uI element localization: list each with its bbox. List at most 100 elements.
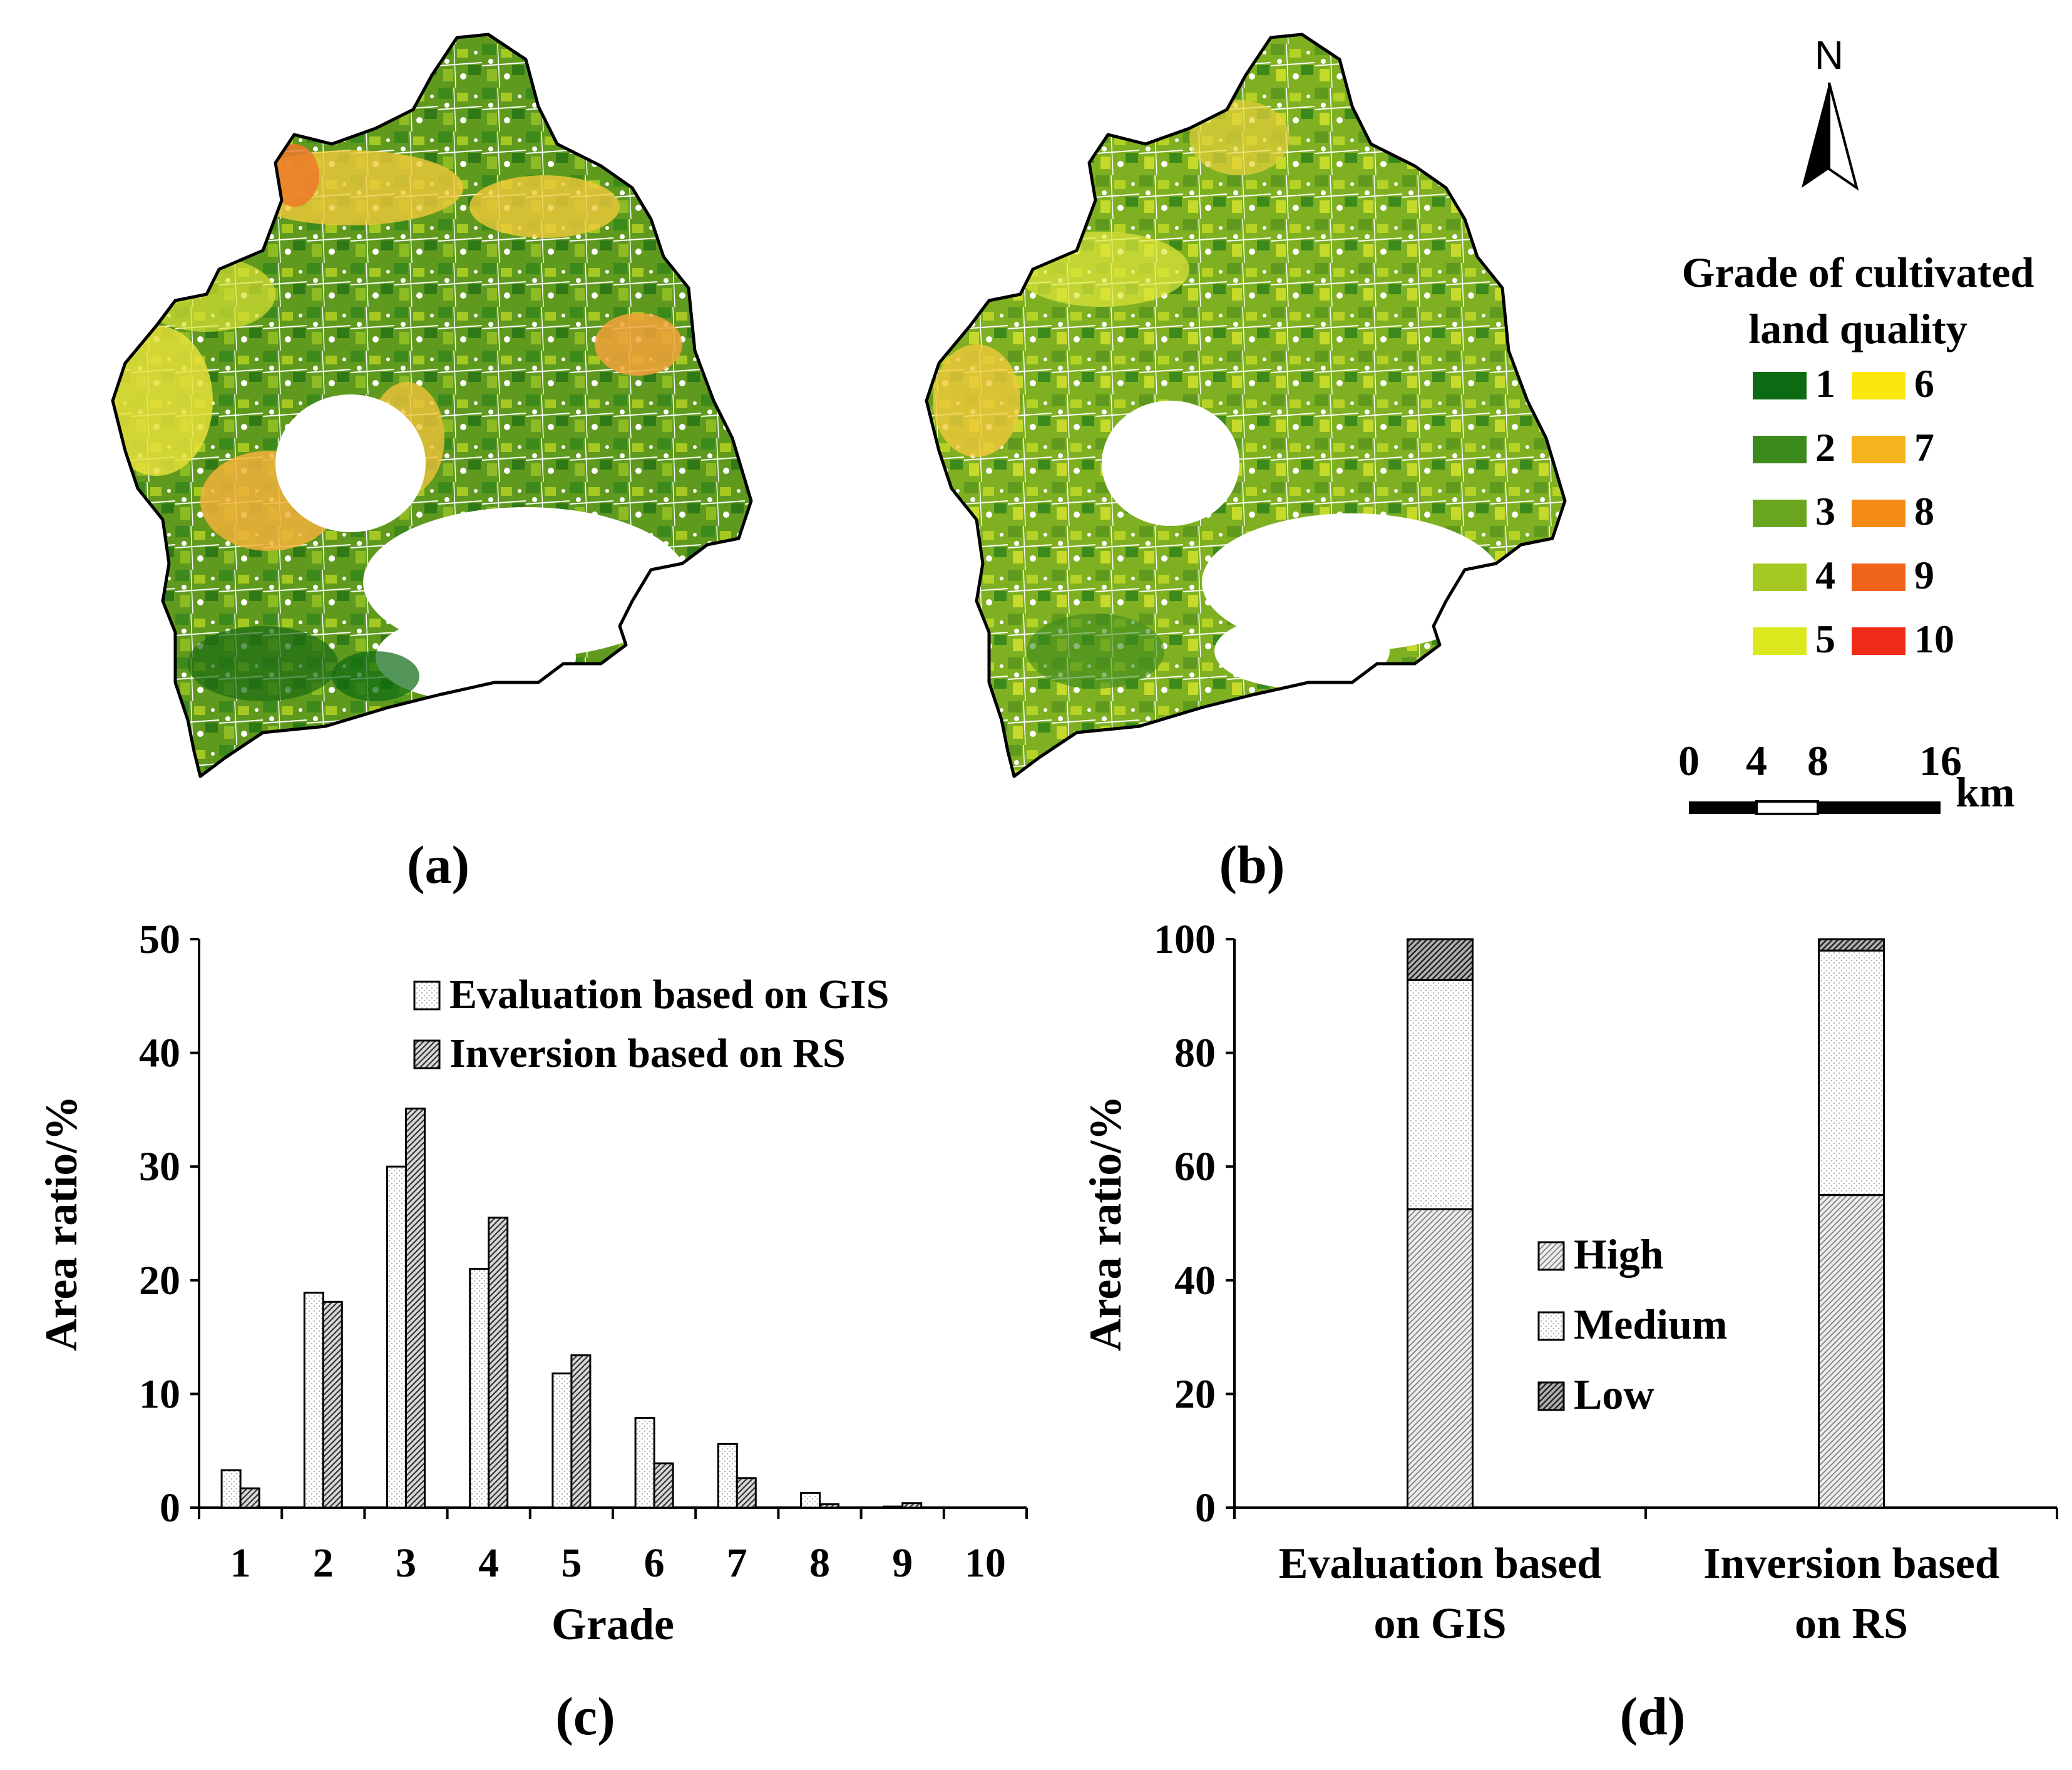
chart-c-xlabel: Grade xyxy=(551,1599,674,1649)
chart-c-bar-s1-3 xyxy=(405,1108,426,1509)
legend-label-5: 5 xyxy=(1815,617,1835,661)
chart-c-ytick-label: 40 xyxy=(139,1031,180,1076)
chart-c-ytick-label: 0 xyxy=(160,1485,180,1531)
legend-swatch-4 xyxy=(1753,563,1807,591)
panel-label-b: (b) xyxy=(1219,835,1285,895)
chart-d-bar-high-0 xyxy=(1407,1208,1474,1509)
scale-tick-8: 8 xyxy=(1807,737,1828,785)
chart-d-xtick-label: Evaluation based xyxy=(1279,1540,1601,1588)
legend-label-8: 8 xyxy=(1914,489,1934,533)
chart-c-xtick-label: 8 xyxy=(809,1540,830,1586)
chart-c: 0 10 20 30 40 50 1 2 3 4 5 6 7 8 9 10 Grade Area ratio/% E… xyxy=(36,917,1028,1649)
scale-tick-0: 0 xyxy=(1678,737,1700,785)
chart-c-bar-s0-3 xyxy=(386,1165,407,1509)
legend-label-1: 1 xyxy=(1815,361,1835,406)
legend-swatch-7 xyxy=(1852,436,1905,463)
chart-c-bar-s0-1 xyxy=(220,1469,242,1509)
chart-d-ytick-label: 20 xyxy=(1174,1371,1216,1417)
scale-tick-4: 4 xyxy=(1746,737,1767,785)
chart-c-xtick-label: 6 xyxy=(644,1540,665,1586)
north-label: N xyxy=(1815,33,1844,78)
map-a xyxy=(111,33,753,778)
map-b xyxy=(925,33,1567,778)
legend-swatch-8 xyxy=(1852,500,1905,527)
chart-c-xtick-label: 10 xyxy=(965,1540,1006,1586)
chart-c-legend-label-1: Inversion based on RS xyxy=(449,1031,846,1076)
chart-d-bar-medium-1 xyxy=(1818,949,1885,1196)
chart-c-bar-s1-7 xyxy=(736,1477,757,1509)
chart-c-bar-s0-9 xyxy=(883,1505,904,1509)
chart-c-xtick-label: 9 xyxy=(892,1540,913,1586)
chart-d-bar-medium-0 xyxy=(1407,979,1474,1210)
legend-swatch-9 xyxy=(1852,563,1905,591)
chart-c-ytick-label: 10 xyxy=(139,1371,180,1417)
legend-swatch-6 xyxy=(1852,372,1905,399)
legend-label-10: 10 xyxy=(1914,617,1954,661)
legend-swatch-10 xyxy=(1852,627,1905,655)
chart-d-legend-label-low: Low xyxy=(1574,1371,1654,1418)
chart-d-legend-swatch-medium xyxy=(1537,1311,1565,1341)
chart-c-xtick-label: 1 xyxy=(230,1540,251,1586)
chart-c-bar-s1-9 xyxy=(901,1502,923,1509)
map-legend-title-1: Grade of cultivated xyxy=(1682,249,2034,296)
legend-swatch-3 xyxy=(1753,500,1807,527)
chart-c-xtick-label: 3 xyxy=(396,1540,416,1586)
chart-c-ylabel: Area ratio/% xyxy=(36,1096,86,1352)
legend-label-2: 2 xyxy=(1815,425,1835,470)
legend-label-6: 6 xyxy=(1914,361,1934,406)
chart-c-bar-s1-4 xyxy=(488,1217,509,1509)
legend-label-9: 9 xyxy=(1914,553,1934,597)
chart-c-xtick-label: 2 xyxy=(313,1540,334,1586)
chart-d-legend-label-high: High xyxy=(1574,1230,1664,1278)
chart-d-xtick-label: Inversion based xyxy=(1703,1540,1999,1588)
legend-label-3: 3 xyxy=(1815,489,1835,533)
chart-c-bar-s1-8 xyxy=(819,1503,839,1509)
legend-label-4: 4 xyxy=(1815,553,1835,597)
map-legend: Grade of cultivated land quality 1 2 3 4 5 6 7… xyxy=(1682,249,2034,661)
chart-c-bar-s0-6 xyxy=(634,1417,655,1509)
scale-bar: 0 4 8 16 km xyxy=(1678,737,2014,816)
chart-d-ytick-label: 60 xyxy=(1174,1144,1216,1190)
legend-label-7: 7 xyxy=(1914,425,1934,470)
chart-c-bar-s1-2 xyxy=(322,1300,343,1509)
chart-c-ytick-label: 20 xyxy=(139,1258,180,1304)
chart-d-ytick-label: 80 xyxy=(1174,1031,1216,1076)
legend-swatch-1 xyxy=(1753,372,1807,399)
chart-c-ytick-label: 30 xyxy=(139,1144,180,1190)
chart-c-xtick-label: 4 xyxy=(478,1540,499,1586)
chart-d-bar-low-1 xyxy=(1818,938,1885,952)
chart-d-bar-low-0 xyxy=(1407,938,1474,981)
chart-d-legend-label-medium: Medium xyxy=(1574,1300,1728,1348)
panel-label-d: (d) xyxy=(1619,1686,1685,1746)
north-arrow-icon xyxy=(1802,83,1829,188)
chart-d: 0 20 40 60 80 100 Evaluation based on GIS Invers… xyxy=(1080,917,2058,1648)
chart-c-xtick-label: 7 xyxy=(727,1540,747,1586)
chart-d-bar-high-1 xyxy=(1818,1194,1885,1509)
chart-c-bar-s0-4 xyxy=(469,1268,490,1509)
chart-d-legend-swatch-low xyxy=(1537,1381,1565,1411)
chart-c-bar-s1-6 xyxy=(653,1462,674,1509)
north-arrow: N xyxy=(1802,33,1859,191)
chart-c-bar-s0-8 xyxy=(800,1491,821,1509)
chart-c-legend-label-0: Evaluation based on GIS xyxy=(449,972,889,1017)
scale-unit: km xyxy=(1956,768,2014,816)
map-legend-title-2: land quality xyxy=(1748,305,1967,352)
chart-d-legend-swatch-high xyxy=(1537,1241,1565,1271)
chart-c-bar-s0-5 xyxy=(551,1372,573,1509)
chart-d-ytick-label: 100 xyxy=(1154,917,1216,962)
panel-label-a: (a) xyxy=(407,835,469,895)
chart-c-bar-s1-1 xyxy=(239,1487,260,1509)
chart-c-bar-s0-2 xyxy=(303,1292,324,1509)
chart-c-legend-swatch-0 xyxy=(413,980,441,1011)
chart-d-ylabel: Area ratio/% xyxy=(1080,1096,1131,1352)
chart-d-ytick-label: 0 xyxy=(1195,1485,1216,1531)
chart-d-xtick-label: on RS xyxy=(1795,1600,1908,1648)
chart-c-xtick-label: 5 xyxy=(561,1540,582,1586)
chart-c-legend-swatch-1 xyxy=(413,1039,441,1069)
scale-tick-16: 16 xyxy=(1919,737,1962,785)
chart-d-xtick-label: on GIS xyxy=(1373,1600,1506,1648)
panel-label-c: (c) xyxy=(555,1686,615,1746)
legend-swatch-2 xyxy=(1753,436,1807,463)
